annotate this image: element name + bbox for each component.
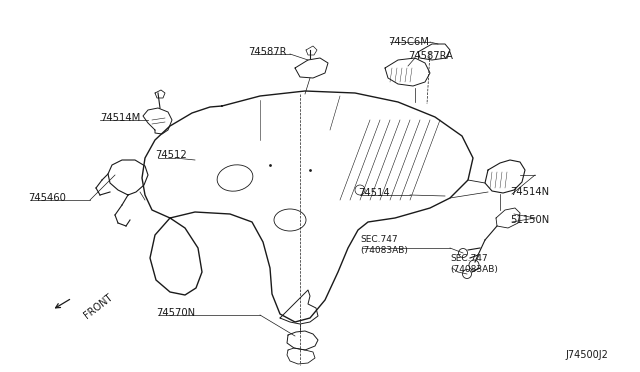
Text: 74587R: 74587R xyxy=(248,47,287,57)
Text: 74514M: 74514M xyxy=(100,113,140,123)
Text: 74570N: 74570N xyxy=(156,308,195,318)
Text: 51150N: 51150N xyxy=(510,215,549,225)
Text: J74500J2: J74500J2 xyxy=(565,350,608,360)
Text: 74514: 74514 xyxy=(358,188,390,198)
Text: 745460: 745460 xyxy=(28,193,66,203)
Text: FRONT: FRONT xyxy=(82,292,115,320)
Text: 745C6M: 745C6M xyxy=(388,37,429,47)
Text: SEC.747
(74083AB): SEC.747 (74083AB) xyxy=(450,254,498,274)
Text: 74587RA: 74587RA xyxy=(408,51,453,61)
Text: SEC.747
(74083AB): SEC.747 (74083AB) xyxy=(360,235,408,255)
Text: 74514N: 74514N xyxy=(510,187,549,197)
Text: 74512: 74512 xyxy=(155,150,187,160)
